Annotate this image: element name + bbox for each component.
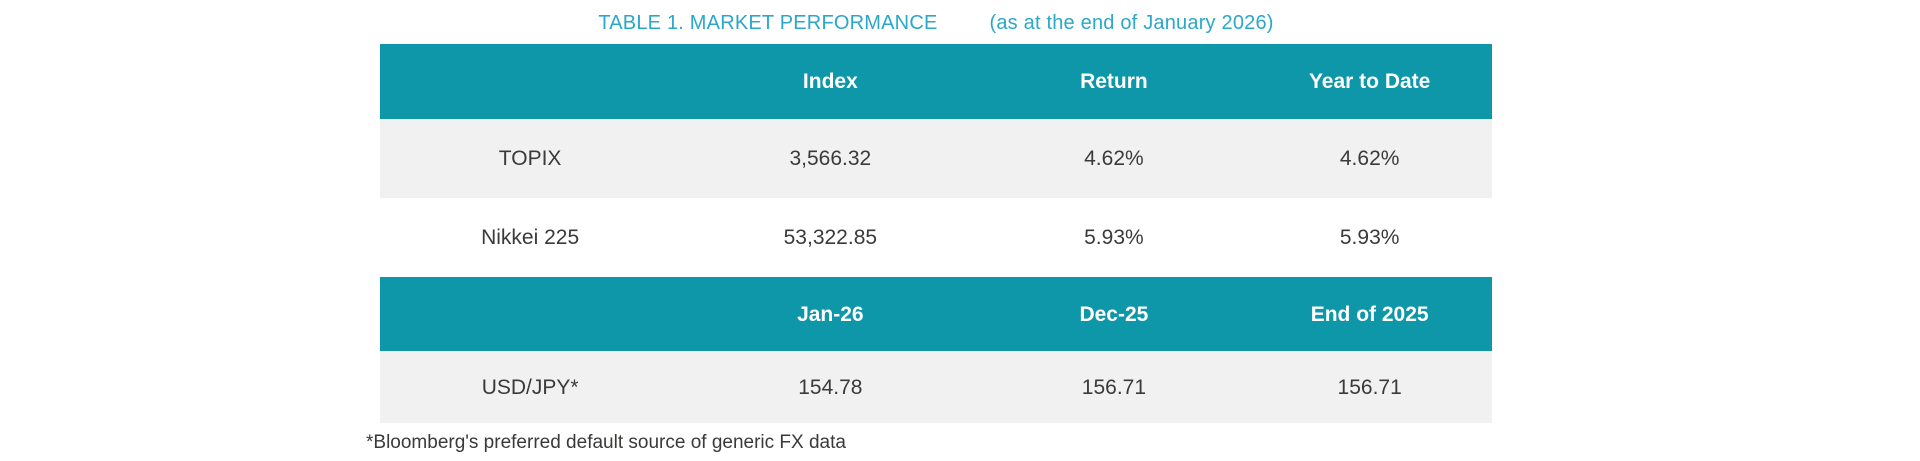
cell-index-value: 53,322.85 (783, 226, 878, 249)
table-title-main: TABLE 1. MARKET PERFORMANCE (598, 11, 938, 34)
cell-return-value: 5.93% (1084, 226, 1144, 249)
header-cell-end-of-2025: End of 2025 (1310, 302, 1429, 326)
fx-header-row: Jan-26 Dec-25 End of 2025 (380, 277, 1492, 351)
cell-dec25-value: 156.71 (1081, 375, 1147, 399)
cell-ytd-value: 4.62% (1339, 147, 1400, 170)
cell-index-value: 3,566.32 (789, 147, 872, 170)
table-row-nikkei: Nikkei 225 53,322.85 5.93% 5.93% (380, 198, 1492, 277)
header-cell-year-to-date: Year to Date (1308, 70, 1431, 93)
cell-ytd-value: 5.93% (1339, 226, 1400, 249)
index-header-row: Index Return Year to Date (380, 44, 1492, 119)
cell-end-of-2025-value: 156.71 (1337, 375, 1402, 399)
cell-return-value: 4.62% (1084, 147, 1144, 170)
table-row-topix: TOPIX 3,566.32 4.62% 4.62% (380, 119, 1492, 198)
row-label: USD/JPY* (481, 375, 579, 399)
table-title-subtitle: (as at the end of January 2026) (989, 11, 1274, 34)
header-cell-index: Index (802, 70, 858, 93)
row-label: Nikkei 225 (481, 226, 580, 249)
footnote: *Bloomberg's preferred default source of… (366, 432, 846, 453)
cell-jan26-value: 154.78 (798, 375, 863, 399)
header-cell-dec25: Dec-25 (1079, 302, 1149, 326)
row-label: TOPIX (498, 147, 562, 170)
table-row-usdjpy: USD/JPY* 154.78 156.71 156.71 (380, 351, 1492, 423)
market-performance-table: Index Return Year to Date TOPIX 3,566.32… (380, 44, 1492, 423)
header-cell-jan26: Jan-26 (797, 302, 864, 326)
table-title: TABLE 1. MARKET PERFORMANCE (as at the e… (380, 8, 1492, 38)
header-cell-return: Return (1080, 70, 1148, 93)
